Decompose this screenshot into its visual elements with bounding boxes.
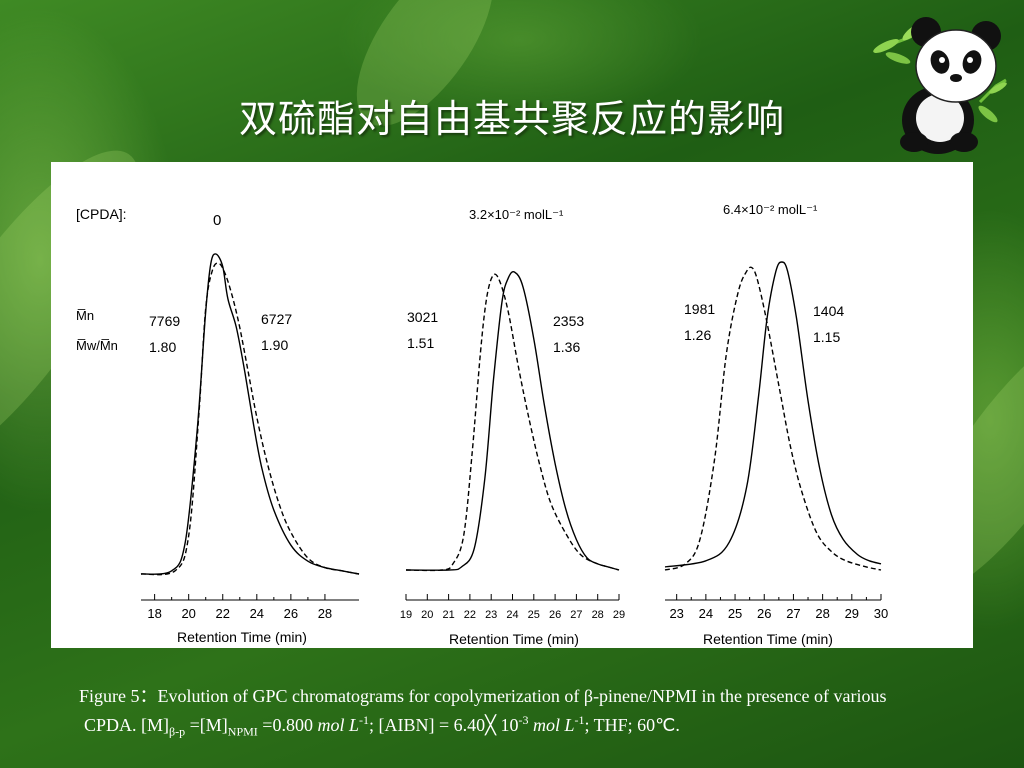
panel-2-tick-label: 19 [400,609,412,621]
caption-text: ; [AIBN] = 6.40╳ 10 [368,715,519,735]
caption-unit: mol L [317,715,359,735]
panel-1-xlabel: Retention Time (min) [177,629,307,645]
panel-2-left-mn: 3021 [407,309,438,325]
panel-3-tick-label: 25 [728,606,742,621]
caption-superscript: -1 [358,713,369,727]
panel-2-xlabel: Retention Time (min) [449,631,579,647]
panel-1-right-pdi: 1.90 [261,337,288,353]
panel-2-right-pdi: 1.36 [553,339,580,355]
panel-1-dashed-curve [140,262,360,576]
panel-3-tick-label: 29 [845,606,859,621]
panel-3-tick-label: 27 [786,606,800,621]
panel-3-left-pdi: 1.26 [684,327,711,343]
panel-2-tick-label: 25 [528,609,540,621]
panel-2-tick-label: 21 [442,609,454,621]
panel-2-solid-curve [405,271,620,571]
panel-2-tick-label: 22 [464,609,476,621]
panel-1-tick-label: 24 [250,606,264,621]
panel-1-solid-curve [140,253,360,575]
caption-text: =0.800 [257,715,318,735]
panda-mascot-icon [873,17,1007,154]
panel-3-xlabel: Retention Time (min) [703,631,833,647]
panel-1-tick-label: 28 [318,606,332,621]
panel-3-dashed-curve [664,266,882,571]
panel-3-tick-label: 26 [757,606,771,621]
panel-3-concentration: 6.4×10⁻² molL⁻¹ [723,202,818,217]
caption-line-2: CPDA. [M]β-p =[M]NPMI =0.800 mol L-1; [A… [79,708,1014,744]
gpc-chromatogram-figure: [CPDA]: M̅n M̅w/M̅n 0 7769 1.80 6727 1.9… [51,162,973,648]
panel-1-concentration: 0 [213,212,221,229]
row-label-group: [CPDA]: [76,206,127,222]
panel-1-tick-label: 20 [181,606,195,621]
panel-1-tick-label: 26 [284,606,298,621]
panel-2-concentration: 3.2×10⁻² molL⁻¹ [469,207,564,222]
panel-3-tick-label: 28 [815,606,829,621]
panel-3-left-mn: 1981 [684,301,715,317]
panel-2-tick-label: 27 [570,609,582,621]
panel-3-tick-label: 23 [669,606,683,621]
caption-subscript: NPMI [227,724,258,739]
panel-1-left-pdi: 1.80 [149,339,176,355]
panel-3-tick-label: 24 [699,606,713,621]
panel-2-tick-label: 24 [506,609,518,621]
caption-line-1: Figure 5：Evolution of GPC chromatograms … [79,686,887,706]
panel-2-dashed-curve [405,273,620,572]
row-label-mn: M̅n [76,308,94,323]
panel-2-tick-label: 28 [592,609,604,621]
caption-unit: mol L [532,715,575,735]
panel-2-tick-label: 29 [613,609,625,621]
panel-3-right-pdi: 1.15 [813,329,840,345]
caption-text: ; THF; 60℃. [584,715,680,735]
panel-2-tick-label: 23 [485,609,497,621]
panel-2-tick-label: 20 [421,609,433,621]
chromatogram-plot: [CPDA]: M̅n M̅w/M̅n 0 7769 1.80 6727 1.9… [76,202,888,647]
panel-2-tick-label: 26 [549,609,561,621]
caption-superscript: -3 [518,713,529,727]
panel-2-left-pdi: 1.51 [407,335,434,351]
caption-text: =[M] [185,715,228,735]
panel-2-right-mn: 2353 [553,313,584,329]
panel-1-tick-label: 22 [216,606,230,621]
panel-1-left-mn: 7769 [149,313,180,329]
caption-superscript: -1 [574,713,585,727]
panel-3-solid-curve [664,261,882,568]
figure-caption: Figure 5：Evolution of GPC chromatograms … [79,684,1014,744]
slide-title: 双硫酯对自由基共聚反应的影响 [238,97,785,141]
caption-subscript: β-p [169,724,186,739]
panel-1-right-mn: 6727 [261,311,292,327]
panel-1-tick-label: 18 [147,606,161,621]
panel-3-right-mn: 1404 [813,303,844,319]
panel-3-tick-label: 30 [874,606,888,621]
row-label-pdi: M̅w/M̅n [76,338,118,353]
caption-text: CPDA. [M] [84,715,170,735]
